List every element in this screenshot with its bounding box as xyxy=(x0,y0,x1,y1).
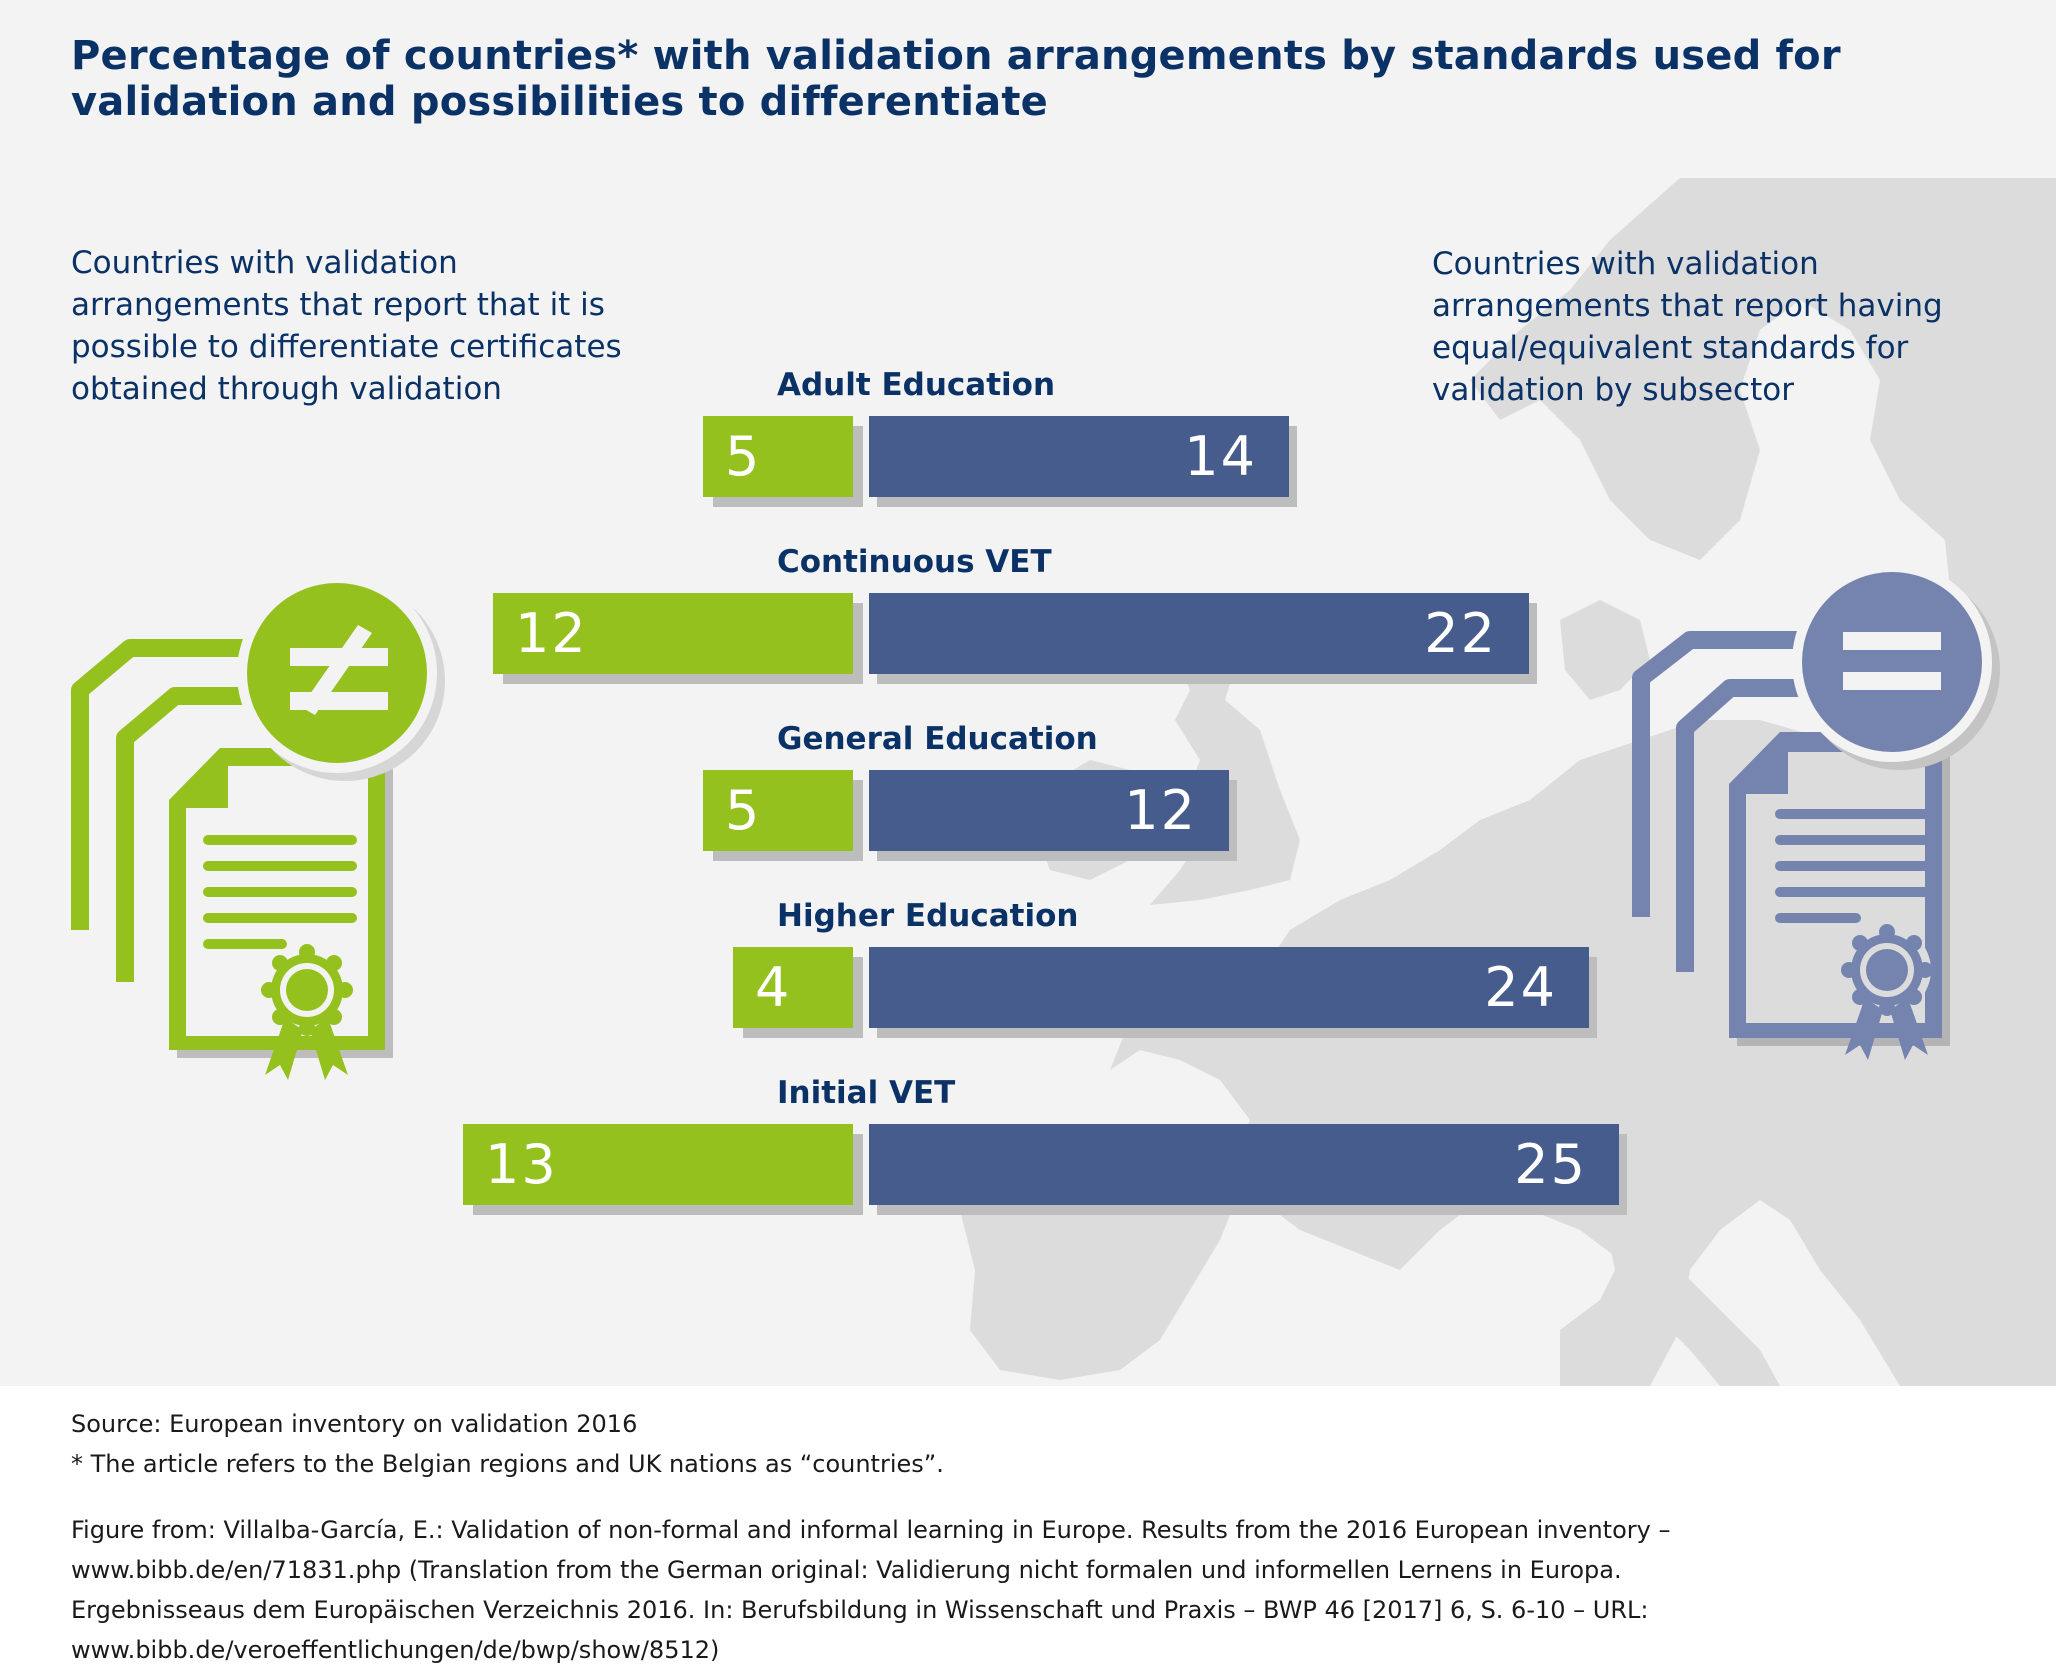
citation-line: Figure from: Villalba-García, E.: Valida… xyxy=(71,1516,1671,1544)
bar-value: 5 xyxy=(725,779,762,842)
chart-panel: Percentage of countries* with validation… xyxy=(0,0,2056,1386)
source-line: Source: European inventory on validation… xyxy=(71,1410,638,1438)
bar-differentiate-continuous-vet: 12 xyxy=(493,593,853,674)
bar-value: 24 xyxy=(1484,956,1557,1019)
bar-equal-standards-continuous-vet: 22 xyxy=(869,593,1529,674)
citation-line: www.bibb.de/veroeffentlichungen/de/bwp/s… xyxy=(71,1636,720,1664)
map-italy xyxy=(1600,1200,1780,1386)
legend-left-line: obtained through validation xyxy=(71,371,502,407)
bar-value: 12 xyxy=(515,602,588,665)
legend-left-line: Countries with validation xyxy=(71,245,458,281)
bar-differentiate-higher-education: 4 xyxy=(733,947,853,1028)
legend-left-line: arrangements that report that it is xyxy=(71,287,605,323)
certificates-equal-icon xyxy=(1632,562,2000,1060)
legend-right-line: equal/equivalent standards for xyxy=(1432,330,1909,366)
bar-value: 4 xyxy=(755,956,792,1019)
title-line-2: validation and possibilities to differen… xyxy=(71,79,1048,125)
bar-differentiate-general-education: 5 xyxy=(703,770,853,851)
bar-differentiate-adult-education: 5 xyxy=(703,416,853,497)
legend-left-line: possible to differentiate certificates xyxy=(71,329,622,365)
category-label: Adult Education xyxy=(777,367,1056,403)
map-great-britain xyxy=(1150,615,1300,905)
citation-line: www.bibb.de/en/71831.php (Translation fr… xyxy=(71,1556,1622,1584)
bar-equal-standards-higher-education: 24 xyxy=(869,947,1589,1028)
bar-equal-standards-adult-education: 14 xyxy=(869,416,1289,497)
category-label: Continuous VET xyxy=(777,544,1052,580)
legend-right-line: arrangements that report having xyxy=(1432,288,1943,324)
chart-title: Percentage of countries* with validation… xyxy=(71,33,2031,125)
bar-equal-standards-initial-vet: 25 xyxy=(869,1124,1619,1205)
footer-citation: Figure from: Villalba-García, E.: Valida… xyxy=(71,1510,1670,1670)
bar-equal-standards-general-education: 12 xyxy=(869,770,1229,851)
bar-value: 25 xyxy=(1514,1133,1587,1196)
certificates-not-equal-icon xyxy=(71,573,445,1080)
bar-value: 5 xyxy=(725,425,762,488)
category-label: General Education xyxy=(777,721,1098,757)
footnote-line: * The article refers to the Belgian regi… xyxy=(71,1450,944,1478)
title-line-1: Percentage of countries* with validation… xyxy=(71,33,1841,79)
category-label: Initial VET xyxy=(777,1075,956,1111)
footer-source: Source: European inventory on validation… xyxy=(71,1404,944,1484)
bar-value: 12 xyxy=(1124,779,1197,842)
legend-right-line: Countries with validation xyxy=(1432,246,1819,282)
bar-value: 14 xyxy=(1184,425,1257,488)
legend-right-description: Countries with validation arrangements t… xyxy=(1432,243,1943,411)
legend-right-line: validation by subsector xyxy=(1432,372,1794,408)
category-label: Higher Education xyxy=(777,898,1079,934)
citation-line: Ergebnisseaus dem Europäischen Verzeichn… xyxy=(71,1596,1649,1624)
bar-value: 22 xyxy=(1424,602,1497,665)
bar-differentiate-initial-vet: 13 xyxy=(463,1124,853,1205)
legend-left-description: Countries with validation arrangements t… xyxy=(71,242,622,410)
map-denmark xyxy=(1560,600,1650,700)
bar-value: 13 xyxy=(485,1133,558,1196)
